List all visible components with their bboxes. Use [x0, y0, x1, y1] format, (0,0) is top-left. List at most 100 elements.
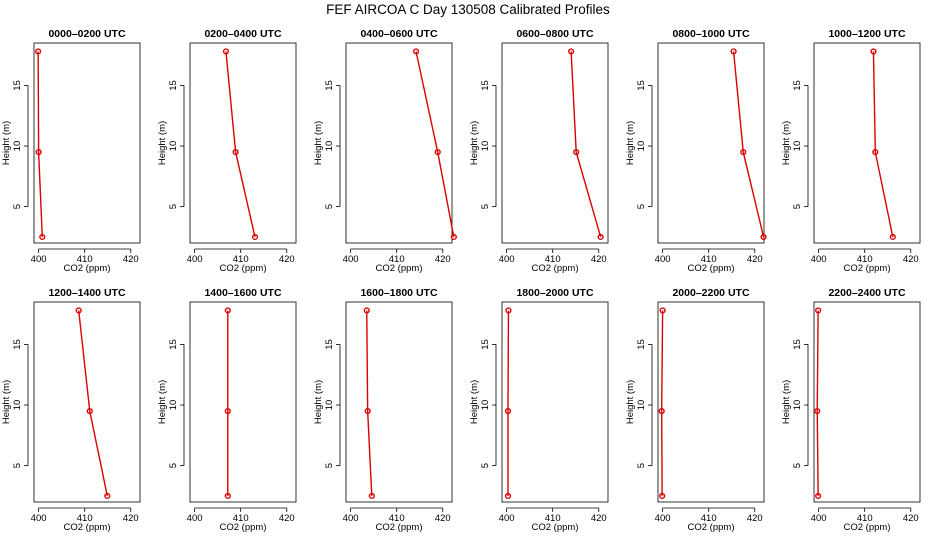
- profile-point: [870, 48, 877, 55]
- x-tick-label: 410: [857, 513, 873, 524]
- x-tick-label: 410: [701, 254, 717, 265]
- x-tick-label: 410: [77, 254, 93, 265]
- panel-title: 0000–0200 UTC: [48, 28, 125, 40]
- x-tick-label: 400: [343, 513, 359, 524]
- y-tick-label: 10: [324, 141, 335, 152]
- y-tick-label: 10: [636, 141, 647, 152]
- profile-panel: 2200–2400 UTC 400 410 420 CO2 (ppm) 5 10 15 Heig…: [781, 287, 921, 533]
- y-tick-label: 15: [480, 80, 491, 91]
- y-axis-label: Height (m): [1, 121, 12, 165]
- plot-frame: [501, 42, 609, 244]
- y-tick-label: 5: [324, 204, 335, 209]
- y-axis-label: Height (m): [313, 121, 324, 165]
- panel-title: 1800–2000 UTC: [516, 287, 593, 299]
- y-tick-label: 5: [12, 204, 23, 209]
- y-tick-label: 15: [792, 339, 803, 350]
- profile-point: [504, 492, 512, 500]
- x-tick-label: 420: [123, 513, 139, 524]
- y-tick-label: 15: [168, 80, 179, 91]
- profile-point: [251, 233, 259, 241]
- x-axis-label: CO2 (ppm): [376, 522, 423, 533]
- x-tick-label: 410: [233, 513, 249, 524]
- y-tick-label: 5: [480, 463, 491, 468]
- panel-title: 1000–1200 UTC: [828, 28, 905, 40]
- x-tick-label: 420: [123, 254, 139, 265]
- profile-point: [363, 307, 370, 314]
- x-tick-label: 410: [389, 254, 405, 265]
- profile-point: [450, 233, 457, 241]
- x-tick-label: 400: [31, 513, 47, 524]
- profile-panel: 1600–1800 UTC 400 410 420 CO2 (ppm) 5 10 15 Heig…: [313, 287, 453, 533]
- y-tick-label: 5: [168, 204, 179, 209]
- x-tick-label: 400: [499, 513, 515, 524]
- x-tick-label: 420: [747, 513, 763, 524]
- x-tick-label: 400: [655, 254, 671, 265]
- profile-point: [222, 48, 230, 55]
- profile-line: [415, 51, 455, 238]
- x-tick-label: 410: [545, 254, 561, 265]
- y-tick-label: 5: [480, 204, 491, 209]
- y-tick-label: 5: [12, 463, 23, 468]
- y-tick-label: 5: [636, 204, 647, 209]
- x-axis-label: CO2 (ppm): [220, 522, 267, 533]
- x-tick-label: 410: [389, 513, 405, 524]
- x-tick-label: 420: [591, 513, 607, 524]
- y-axis-label: Height (m): [781, 380, 792, 424]
- x-tick-label: 400: [499, 254, 515, 265]
- x-axis-label: CO2 (ppm): [220, 263, 267, 274]
- x-tick-label: 400: [811, 254, 827, 265]
- y-tick-label: 10: [12, 400, 23, 411]
- panel-title: 2000–2200 UTC: [672, 287, 749, 299]
- x-tick-label: 420: [435, 513, 451, 524]
- y-tick-label: 10: [792, 141, 803, 152]
- profile-point: [35, 148, 42, 156]
- y-axis-label: Height (m): [469, 380, 480, 424]
- y-axis-label: Height (m): [781, 121, 792, 165]
- y-tick-label: 15: [324, 80, 335, 91]
- x-tick-label: 410: [545, 513, 561, 524]
- profile-point: [659, 307, 666, 314]
- figure-title: FEF AIRCOA C Day 130508 Calibrated Profi…: [326, 2, 610, 17]
- x-tick-label: 420: [903, 513, 919, 524]
- panel-title: 0600–0800 UTC: [516, 28, 593, 40]
- y-tick-label: 15: [324, 339, 335, 350]
- profile-panel: 1200–1400 UTC 400 410 420 CO2 (ppm) 5 10 15 Heig…: [1, 287, 141, 533]
- profile-point: [872, 148, 879, 156]
- profile-panel: 0800–1000 UTC 400 410 420 CO2 (ppm) 5 10 15 Heig…: [625, 28, 767, 274]
- plot-frame: [33, 301, 141, 503]
- x-axis-label: CO2 (ppm): [64, 522, 111, 533]
- profile-point: [760, 233, 767, 241]
- profile-panel: 0400–0600 UTC 400 410 420 CO2 (ppm) 5 10 15 Heig…: [313, 28, 457, 274]
- x-axis-label: CO2 (ppm): [532, 263, 579, 274]
- profile-line: [872, 51, 894, 238]
- panel-title: 0400–0600 UTC: [360, 28, 437, 40]
- y-axis-label: Height (m): [625, 380, 636, 424]
- panel-title: 0200–0400 UTC: [204, 28, 281, 40]
- profile-panel: 1800–2000 UTC 400 410 420 CO2 (ppm) 5 10 15 Heig…: [469, 287, 609, 533]
- plot-frame: [345, 301, 453, 503]
- profile-point: [368, 492, 375, 500]
- y-tick-label: 15: [12, 80, 23, 91]
- y-tick-label: 10: [324, 400, 335, 411]
- x-tick-label: 420: [591, 254, 607, 265]
- profile-point: [740, 148, 747, 156]
- x-tick-label: 420: [279, 254, 295, 265]
- profile-point: [730, 48, 737, 55]
- profile-panel: 0600–0800 UTC 400 410 420 CO2 (ppm) 5 10 15 Heig…: [469, 28, 609, 274]
- panel-title: 1600–1800 UTC: [360, 287, 437, 299]
- y-tick-label: 15: [480, 339, 491, 350]
- panel-grid: 0000–0200 UTC 400 410 420 CO2 (ppm) 5 10 15 Heig…: [1, 28, 921, 533]
- profile-point: [434, 148, 441, 156]
- y-tick-label: 10: [792, 400, 803, 411]
- profile-line: [78, 310, 108, 497]
- profile-point: [224, 407, 231, 415]
- x-axis-label: CO2 (ppm): [844, 263, 891, 274]
- y-tick-label: 5: [168, 463, 179, 468]
- x-tick-label: 400: [187, 513, 203, 524]
- x-axis-label: CO2 (ppm): [688, 522, 735, 533]
- y-tick-label: 10: [480, 400, 491, 411]
- plot-frame: [813, 301, 921, 503]
- y-axis-label: Height (m): [313, 380, 324, 424]
- y-tick-label: 5: [792, 204, 803, 209]
